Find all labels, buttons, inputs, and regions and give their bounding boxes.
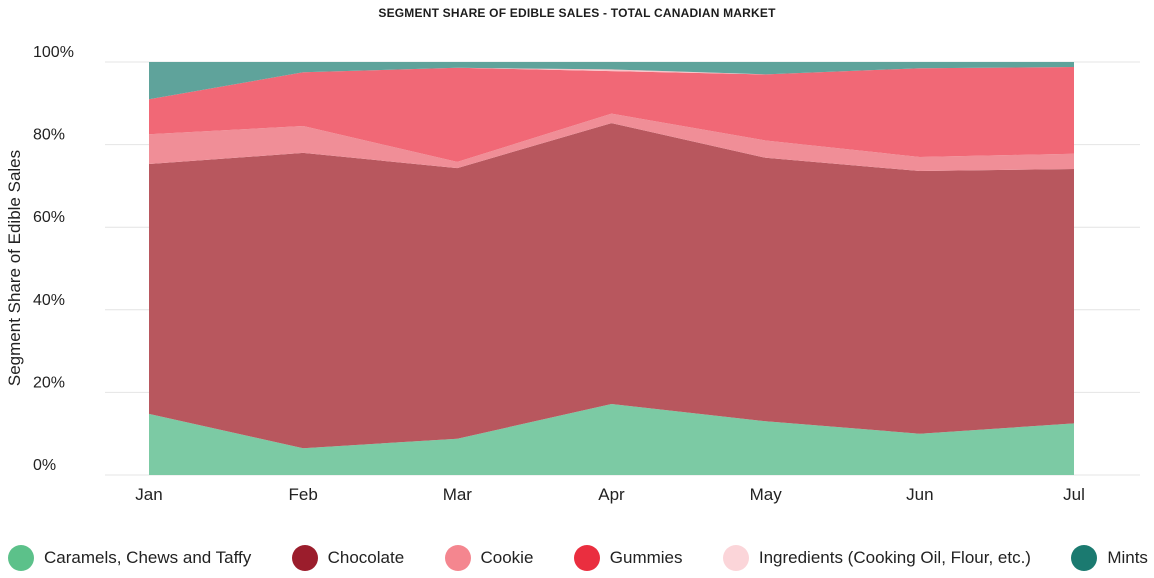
legend-label: Chocolate <box>327 548 405 567</box>
y-tick-label: 80% <box>33 127 65 144</box>
legend-label: Caramels, Chews and Taffy <box>44 548 252 567</box>
legend-item: Ingredients (Cooking Oil, Flour, etc.) <box>722 545 1031 571</box>
area-caramels-chews-and-taffy <box>149 404 1074 475</box>
chart-title: SEGMENT SHARE OF EDIBLE SALES - TOTAL CA… <box>378 6 776 20</box>
legend-item: Gummies <box>573 545 683 571</box>
y-tick-label: 40% <box>33 292 65 309</box>
y-tick-label: 0% <box>33 457 56 474</box>
y-tick-label: 20% <box>33 374 65 391</box>
x-tick-label: Feb <box>289 485 318 504</box>
area-gummies <box>149 67 1074 162</box>
legend-label: Cookie <box>480 548 534 567</box>
legend-item: Mints <box>1071 545 1148 571</box>
y-tick-label: 60% <box>33 209 65 226</box>
legend-item: Cookie <box>444 545 534 571</box>
x-tick-label: Jul <box>1063 485 1085 504</box>
legend: Caramels, Chews and Taffy Chocolate Cookie… <box>8 543 1148 573</box>
legend-label: Mints <box>1107 548 1148 567</box>
stacked-area-chart: 0% 20% 40% 60% 80% 100% Jan Feb Mar Apr May Jun Jul S… <box>5 44 1140 504</box>
legend-swatch <box>1071 545 1098 571</box>
legend-swatch <box>444 545 471 571</box>
area-chocolate <box>149 123 1074 449</box>
legend-label: Ingredients (Cooking Oil, Flour, etc.) <box>758 548 1031 567</box>
legend-item: Caramels, Chews and Taffy <box>8 545 251 571</box>
legend-swatch <box>573 545 600 571</box>
x-tick-label: Jun <box>906 485 933 504</box>
area-cookie <box>149 113 1074 171</box>
legend-swatch <box>8 545 34 571</box>
x-tick-label: Mar <box>443 485 473 504</box>
y-axis-label: Segment Share of Edible Sales <box>5 150 24 386</box>
legend-swatch <box>722 545 749 571</box>
x-tick-label: Jan <box>135 485 162 504</box>
legend-item: Chocolate <box>291 545 405 571</box>
x-tick-label: May <box>750 485 783 504</box>
legend-swatch <box>291 545 318 571</box>
area-mints <box>149 62 1074 100</box>
x-tick-label: Apr <box>598 485 625 504</box>
y-tick-label: 100% <box>33 44 74 61</box>
legend-label: Gummies <box>609 548 683 567</box>
